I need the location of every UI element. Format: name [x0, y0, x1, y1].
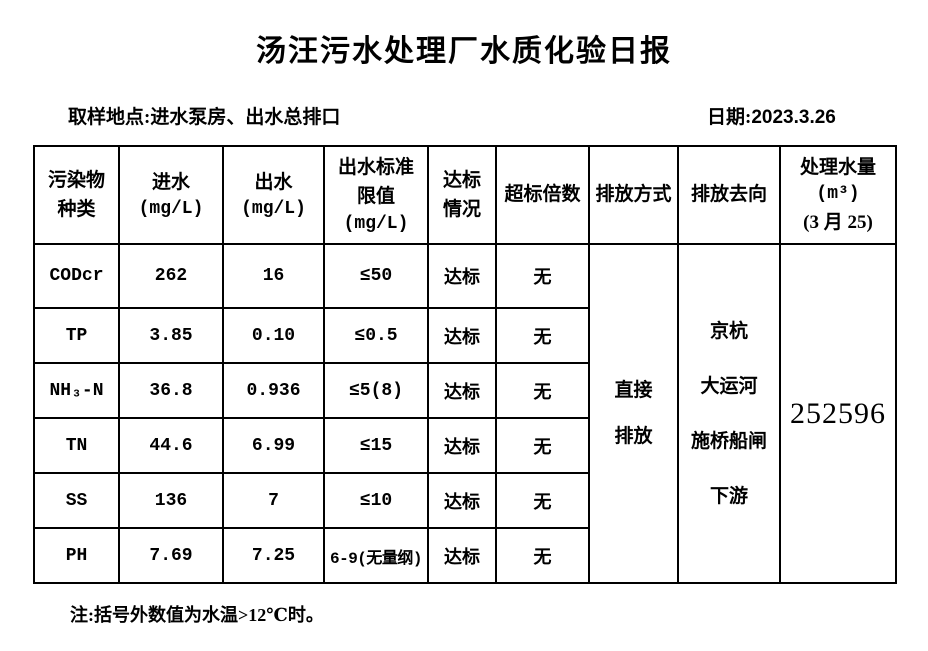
cell-exceed: 无 [495, 362, 590, 419]
cell-status: 达标 [427, 417, 497, 474]
date-label: 日期: [707, 107, 752, 128]
cell-outflow: 0.10 [222, 307, 325, 364]
table-row: SS 136 7 ≤10 达标 无 [33, 472, 896, 529]
table-header-row: 污染物 种类 进水 (mg/L) 出水 (mg/L) 出水标准 限值 (mg/L… [33, 145, 897, 245]
header-unit: (mg/L) [138, 199, 204, 220]
cell-exceed: 无 [495, 243, 590, 309]
destination-line: 京杭 [709, 320, 748, 342]
destination-line: 下游 [709, 485, 748, 507]
cell-inflow: 262 [118, 243, 224, 309]
cell-inflow: 136 [118, 472, 224, 529]
col-header-outflow: 出水 (mg/L) [222, 145, 325, 245]
col-header-discharge-destination: 排放去向 [677, 145, 781, 245]
cell-limit: 6-9(无量纲) [323, 527, 429, 584]
discharge-mode-line: 排放 [614, 425, 653, 447]
header-line: 种类 [57, 199, 96, 220]
cell-limit: ≤5(8) [323, 362, 429, 419]
destination-line: 大运河 [700, 375, 758, 397]
header-line: 出水标准 [337, 156, 414, 178]
header-line: 排放去向 [690, 184, 767, 206]
report-date: 日期:2023.3.26 [707, 102, 836, 129]
cell-status: 达标 [427, 243, 497, 309]
cell-inflow: 3.85 [118, 307, 224, 364]
header-line: 情况 [442, 199, 481, 220]
cell-exceed: 无 [495, 472, 590, 529]
destination-line: 施桥船闸 [690, 430, 767, 452]
cell-exceed: 无 [495, 307, 590, 364]
cell-limit: ≤0.5 [323, 307, 429, 364]
cell-pollutant: SS [33, 472, 120, 529]
header-line: (3 月 25) [803, 211, 873, 233]
cell-status: 达标 [427, 472, 497, 529]
cell-pollutant: TP [33, 307, 120, 364]
header-unit: (mg/L) [343, 213, 409, 234]
header-line: 达标 [442, 169, 481, 191]
cell-limit: ≤15 [323, 417, 429, 474]
col-header-inflow: 进水 (mg/L) [118, 145, 224, 245]
cell-exceed: 无 [495, 417, 590, 474]
water-quality-table: 污染物 种类 进水 (mg/L) 出水 (mg/L) 出水标准 限值 (mg/L… [33, 145, 897, 584]
cell-outflow: 7 [222, 472, 325, 529]
cell-inflow: 36.8 [118, 362, 224, 419]
footnote: 注:括号外数值为水温>12℃时。 [70, 605, 324, 625]
table-row: TP 3.85 0.10 ≤0.5 达标 无 [33, 307, 896, 364]
date-value: 2023.3.26 [751, 107, 836, 128]
page-title: 汤汪污水处理厂水质化验日报 [256, 35, 672, 68]
table-row: TN 44.6 6.99 ≤15 达标 无 [33, 417, 896, 474]
col-header-pollutant-type: 污染物 种类 [33, 145, 120, 245]
cell-discharge-destination: 京杭 大运河 施桥船闸 下游 [677, 243, 781, 584]
table-row: CODcr 262 16 ≤50 达标 无 直接 排放 京杭 大运河 施桥船闸 … [33, 243, 897, 584]
header-unit: (mg/L) [241, 199, 306, 220]
header-line: 超标倍数 [504, 184, 581, 206]
cell-exceed: 无 [495, 527, 590, 584]
cell-pollutant: CODcr [33, 243, 120, 309]
discharge-mode-line: 直接 [614, 379, 653, 401]
col-header-outflow-limit: 出水标准 限值 (mg/L) [323, 145, 429, 245]
cell-inflow: 44.6 [118, 417, 224, 474]
cell-outflow: 6.99 [222, 417, 325, 474]
cell-limit: ≤10 [323, 472, 429, 529]
cell-outflow: 7.25 [222, 527, 325, 584]
cell-inflow: 7.69 [118, 527, 224, 584]
table-row: NH₃-N 36.8 0.936 ≤5(8) 达标 无 [33, 362, 896, 419]
cell-limit: ≤50 [323, 243, 429, 309]
col-header-treated-volume: 处理水量 (m³) (3 月 25) [779, 145, 897, 245]
col-header-exceed-multiple: 超标倍数 [495, 145, 590, 245]
col-header-discharge-mode: 排放方式 [588, 145, 679, 245]
header-line: 处理水量 [799, 156, 876, 178]
sampling-location-label: 取样地点:进水泵房、出水总排口 [68, 107, 341, 128]
cell-status: 达标 [427, 527, 497, 584]
header-unit: (m³) [816, 184, 860, 205]
header-line: 出水 [254, 171, 293, 193]
header-line: 排放方式 [595, 184, 672, 206]
table-row: PH 7.69 7.25 6-9(无量纲) 达标 无 [33, 527, 896, 584]
header-line: 污染物 [47, 169, 105, 191]
cell-outflow: 0.936 [222, 362, 325, 419]
col-header-compliance: 达标 情况 [427, 145, 497, 245]
cell-outflow: 16 [222, 243, 325, 309]
cell-pollutant: NH₃-N [33, 362, 120, 419]
cell-status: 达标 [427, 307, 497, 364]
header-line: 进水 [151, 171, 190, 193]
cell-pollutant: TN [33, 417, 120, 474]
cell-pollutant: PH [33, 527, 120, 584]
cell-status: 达标 [427, 362, 497, 419]
cell-discharge-mode: 直接 排放 [588, 243, 679, 584]
cell-treated-volume: 252596 [779, 243, 897, 584]
header-line: 限值 [356, 186, 395, 208]
